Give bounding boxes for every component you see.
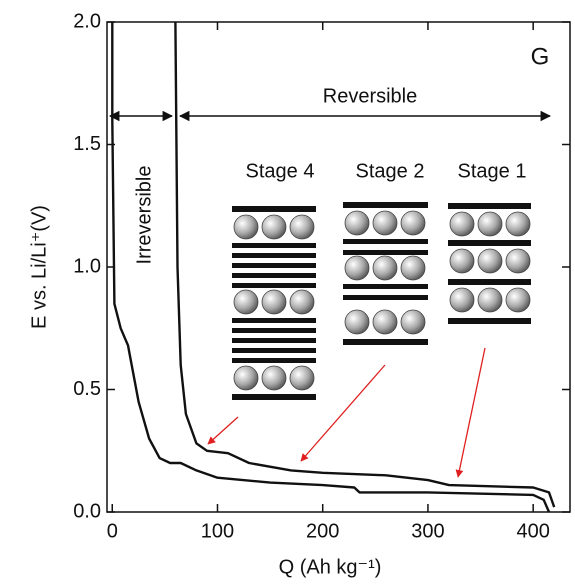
stage1-diagram xyxy=(448,203,531,324)
x-axis-label: Q (Ah kg⁻¹) xyxy=(279,556,382,578)
stage-label: Stage 2 xyxy=(356,160,425,182)
reversible-label: Reversible xyxy=(323,85,417,107)
x-tick-label: 100 xyxy=(201,520,234,542)
y-tick-label: 2.0 xyxy=(73,10,101,32)
panel-label: G xyxy=(531,43,550,70)
y-tick-label: 1.5 xyxy=(73,133,101,155)
y-tick-label: 1.0 xyxy=(73,255,101,277)
stage-arrows xyxy=(207,347,486,478)
stage-label: Stage 4 xyxy=(246,160,315,182)
stage4-diagram xyxy=(232,206,316,400)
curve xyxy=(111,22,551,512)
y-tick-label: 0.0 xyxy=(73,500,101,522)
stage2-diagram xyxy=(343,202,428,345)
irreversible-label: Irreversible xyxy=(133,166,155,265)
curve xyxy=(174,22,556,508)
y-axis-label: E vs. Li/Li⁺(V) xyxy=(28,205,50,329)
x-tick-label: 0 xyxy=(107,520,118,542)
x-tick-label: 400 xyxy=(516,520,549,542)
y-tick-label: 0.5 xyxy=(73,378,101,400)
x-tick-label: 300 xyxy=(411,520,444,542)
stage-label: Stage 1 xyxy=(458,160,527,182)
x-tick-label: 200 xyxy=(306,520,339,542)
